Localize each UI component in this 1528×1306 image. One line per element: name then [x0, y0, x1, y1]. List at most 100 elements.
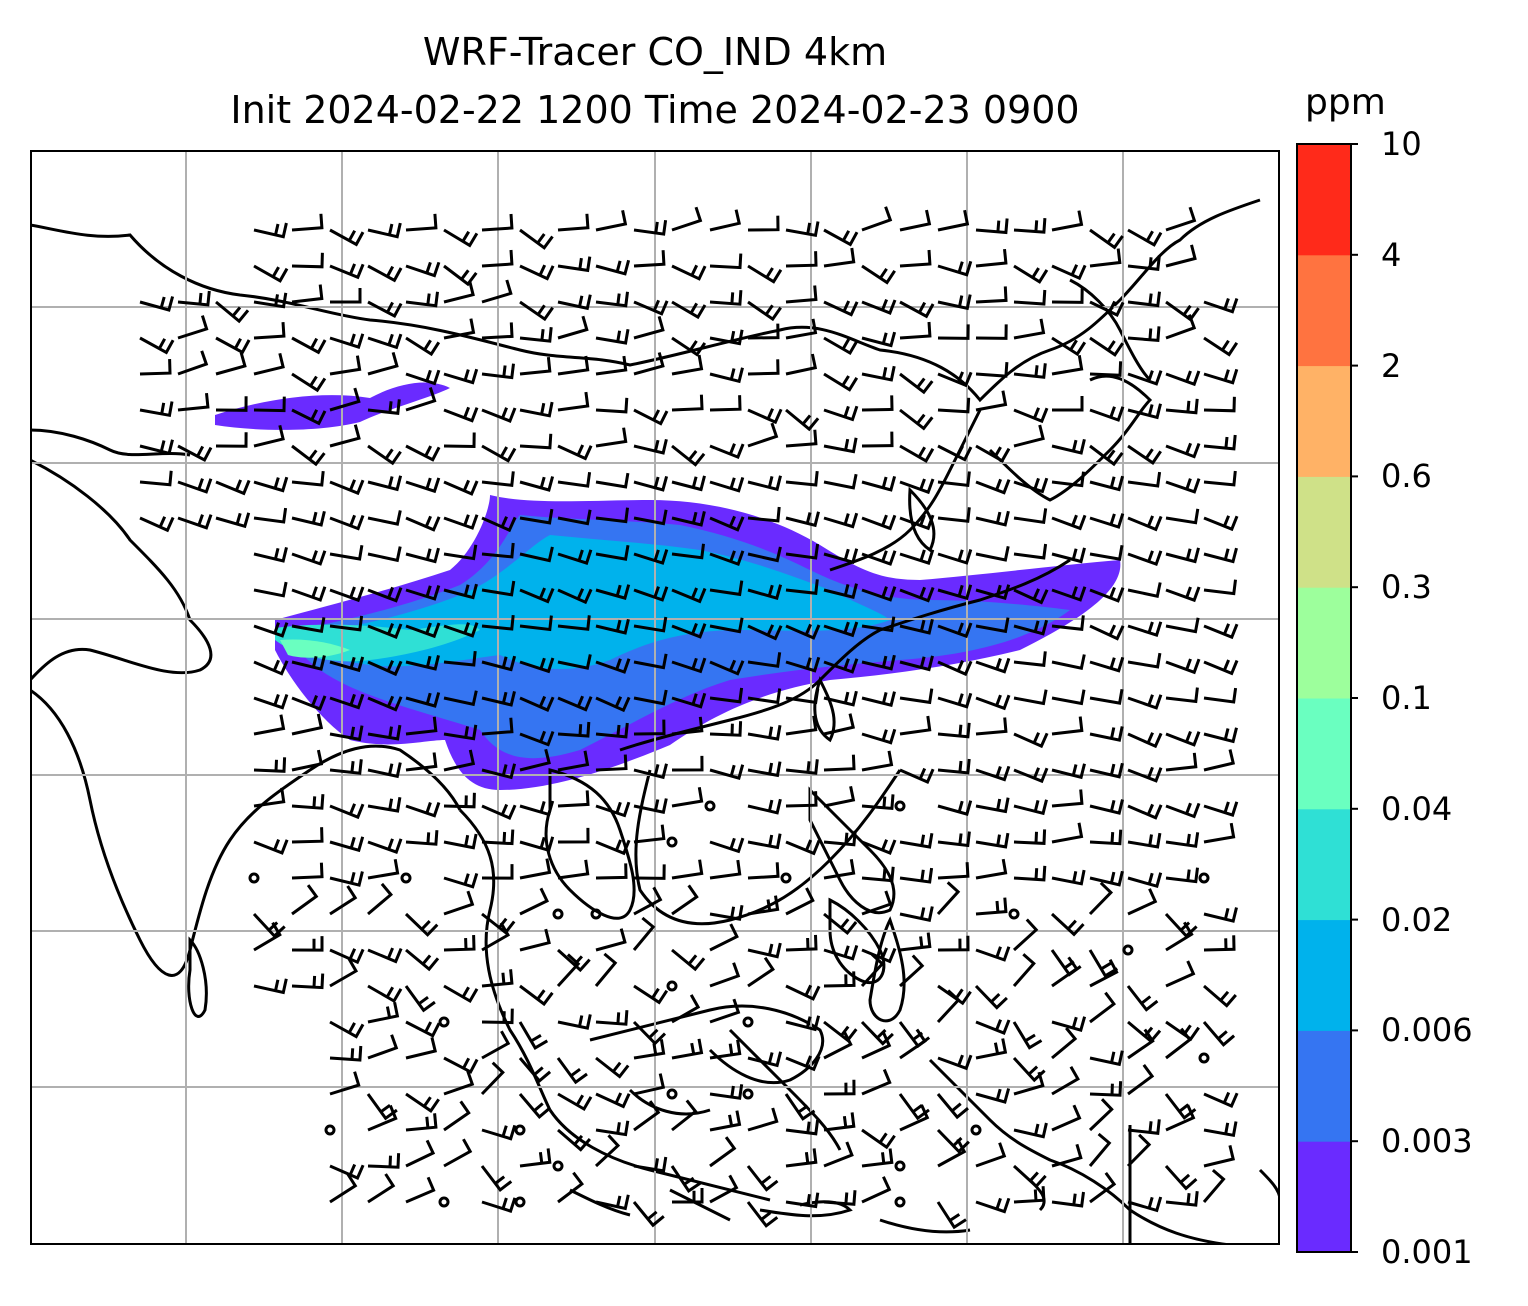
wind-barb	[1051, 1066, 1080, 1096]
wind-barb	[253, 322, 286, 340]
wind-barb	[1127, 1064, 1155, 1096]
wind-barb	[1051, 288, 1084, 304]
wind-barb	[1013, 1071, 1045, 1096]
wind-barb	[937, 324, 970, 340]
wind-barb	[1165, 1104, 1196, 1132]
wind-barb	[823, 944, 859, 961]
wind-barb	[481, 516, 517, 533]
wind-barb	[595, 259, 631, 276]
wind-barb	[177, 290, 211, 307]
wind-barb	[861, 431, 894, 448]
wind-barb	[1013, 543, 1048, 560]
wind-barb	[671, 787, 704, 808]
wind-barb	[1089, 829, 1123, 846]
calm-wind-circle	[666, 1088, 678, 1100]
wind-barb	[595, 584, 631, 600]
colorbar-tick-label: 0.3	[1381, 568, 1432, 607]
wind-barb	[633, 616, 668, 633]
wind-barb	[329, 1071, 361, 1096]
wind-barb	[329, 803, 365, 820]
wind-barb	[557, 790, 590, 808]
wind-barb	[633, 763, 668, 780]
wind-barb	[329, 656, 365, 673]
wind-barb	[860, 953, 885, 988]
wind-barb	[1013, 407, 1049, 424]
wind-barb	[899, 586, 935, 603]
wind-barb	[937, 862, 970, 880]
wind-barb	[671, 1099, 698, 1132]
wind-barb	[975, 1142, 1007, 1168]
wind-barb	[747, 862, 780, 880]
wind-barb	[253, 264, 289, 283]
wind-barb	[1165, 1027, 1192, 1060]
wind-barb	[937, 371, 973, 388]
wind-barb	[1127, 652, 1162, 669]
wind-barb	[330, 288, 362, 304]
wind-barb	[1013, 689, 1048, 706]
wind-barb	[823, 785, 856, 808]
wind-barb	[975, 444, 1011, 463]
wind-barb	[1127, 732, 1163, 749]
wind-barb	[1051, 1027, 1078, 1060]
wind-barb	[861, 890, 893, 916]
wind-barb	[1127, 291, 1161, 308]
wind-barb	[899, 408, 934, 431]
wind-barb	[481, 1197, 517, 1213]
wind-barb	[481, 864, 514, 880]
wind-barb	[329, 387, 361, 412]
wind-barb	[367, 796, 402, 813]
wind-barb	[709, 395, 742, 412]
wind-barb	[519, 508, 554, 525]
wind-barb	[1127, 255, 1161, 271]
wind-barb	[367, 762, 402, 779]
wind-barb	[595, 696, 631, 713]
wind-barb	[747, 546, 782, 563]
wind-barb	[1013, 588, 1049, 605]
wind-barb	[329, 544, 364, 561]
wind-barb	[975, 545, 1010, 562]
wind-barb	[633, 719, 666, 736]
wind-barb	[481, 213, 514, 232]
map-panel	[30, 150, 1280, 1245]
calm-wind-circle	[438, 1196, 450, 1208]
wind-barb	[1165, 802, 1201, 819]
wind-barb	[1051, 210, 1084, 232]
wind-barb	[861, 728, 897, 745]
wind-barb	[557, 256, 592, 273]
wind-barb	[823, 621, 859, 638]
wind-barb	[291, 827, 324, 844]
wind-barb	[367, 333, 403, 350]
wind-barb	[443, 544, 478, 561]
wind-barb	[557, 750, 590, 772]
wind-barb	[1089, 248, 1122, 268]
wind-barb	[1126, 1133, 1152, 1168]
wind-barb	[595, 1194, 630, 1211]
wind-barb	[443, 280, 475, 304]
wind-barb	[937, 294, 972, 311]
wind-barb	[518, 1057, 552, 1084]
wind-barb	[404, 912, 439, 937]
wind-barb	[329, 693, 365, 710]
wind-barb	[1165, 244, 1197, 268]
wind-barb	[1127, 888, 1158, 916]
wind-barb	[481, 763, 517, 780]
wind-barb	[709, 998, 741, 1024]
wind-barb	[519, 887, 550, 916]
wind-barb	[1012, 1021, 1043, 1050]
colorbar-tick-label: 4	[1381, 235, 1402, 274]
wind-barb	[556, 953, 581, 988]
wind-barb	[1203, 984, 1237, 1008]
wind-barb	[975, 478, 1011, 495]
wind-barb	[937, 444, 973, 462]
wind-barb	[1051, 1143, 1083, 1168]
calm-wind-circle	[514, 1124, 526, 1136]
wind-barb	[1203, 749, 1236, 772]
wind-barb	[899, 906, 934, 922]
wind-barb	[405, 1139, 436, 1168]
wind-barb	[443, 690, 478, 707]
wind-barb	[367, 222, 402, 239]
wind-barb	[861, 1068, 892, 1096]
wind-barb	[709, 905, 744, 921]
wind-barb	[823, 583, 858, 600]
wind-barb	[975, 324, 1008, 340]
